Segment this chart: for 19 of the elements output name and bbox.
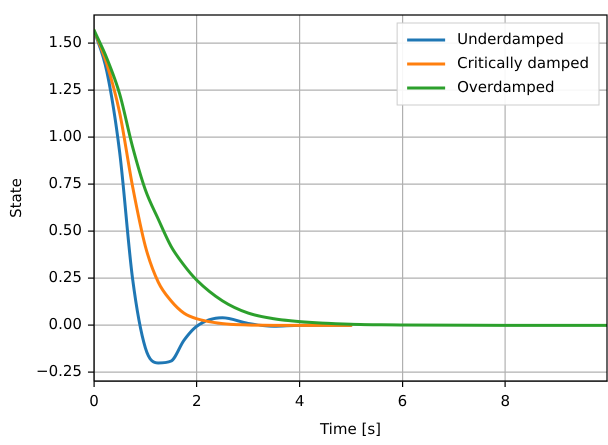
y-tick-label: −0.25: [36, 362, 82, 380]
legend-label: Critically damped: [457, 54, 589, 72]
x-tick-label: 6: [398, 392, 408, 410]
x-axis-title: Time [s]: [318, 420, 381, 438]
y-tick-label: 0.50: [48, 221, 82, 240]
legend-label: Underdamped: [457, 30, 564, 48]
y-tick-label: 0.75: [48, 174, 82, 192]
x-tick-label: 0: [89, 392, 99, 410]
x-tick-label: 8: [500, 392, 510, 410]
y-tick-label: 1.00: [48, 127, 82, 146]
x-tick-label: 4: [294, 392, 304, 410]
y-axis-title: State: [6, 178, 25, 218]
y-tick-label: 1.25: [48, 80, 82, 98]
y-tick-label: 0.25: [48, 268, 82, 286]
y-tick-label: 0.00: [48, 315, 82, 334]
y-tick-label: 1.50: [48, 33, 82, 52]
line-series: [94, 28, 607, 327]
x-tick-label: 2: [192, 392, 202, 410]
legend-label: Overdamped: [457, 78, 555, 96]
